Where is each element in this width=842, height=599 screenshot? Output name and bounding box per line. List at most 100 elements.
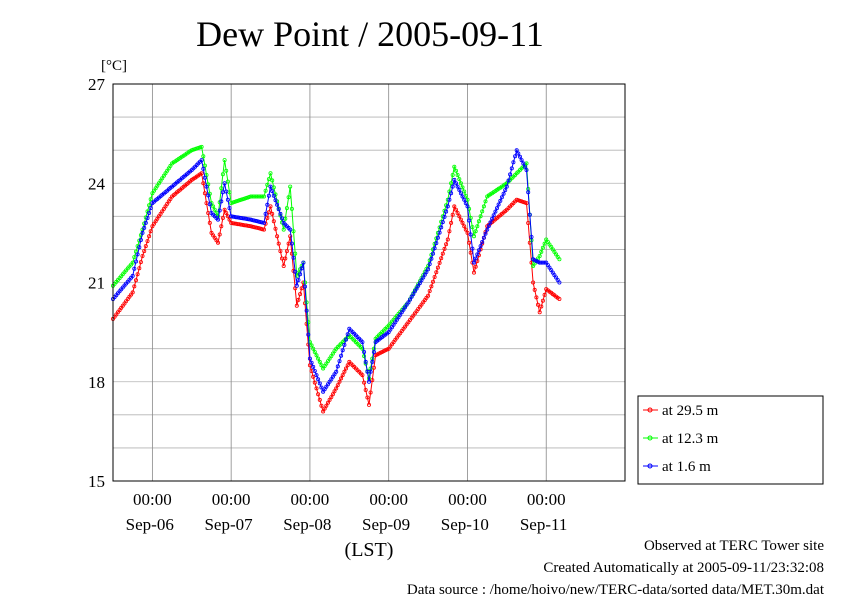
series-point <box>449 191 454 196</box>
series-point <box>478 244 483 249</box>
series-point <box>140 230 145 235</box>
series-point <box>557 280 562 285</box>
series-point <box>429 256 434 261</box>
series-point <box>224 168 229 173</box>
series-point <box>449 220 454 225</box>
series-point <box>453 181 458 186</box>
grid <box>113 84 625 481</box>
series-point <box>491 213 496 218</box>
series-point <box>440 220 445 225</box>
y-tick-label: 18 <box>88 373 105 392</box>
series-point <box>202 163 207 168</box>
series-point <box>314 373 319 378</box>
series-point <box>435 235 440 240</box>
series-point <box>132 266 137 271</box>
series-point <box>291 255 296 260</box>
series-point <box>314 386 319 391</box>
series-point <box>271 219 276 224</box>
series-point <box>467 218 472 223</box>
series-point <box>143 244 148 249</box>
series-point <box>284 249 289 254</box>
series-point <box>368 369 373 374</box>
series-point <box>217 232 222 237</box>
series-point <box>289 241 294 246</box>
legend: at 29.5 m at 12.3 m at 1.6 m <box>637 395 824 485</box>
series-point <box>488 220 493 225</box>
series-point <box>207 202 212 207</box>
series-point <box>202 191 207 196</box>
series-point <box>319 385 324 390</box>
series-point <box>199 171 204 176</box>
series-point <box>518 154 523 159</box>
series-point <box>296 277 301 282</box>
series-point <box>457 177 462 182</box>
series-point <box>473 264 478 269</box>
series-point <box>321 409 326 414</box>
series-point <box>513 154 518 159</box>
series-point <box>437 260 442 265</box>
series-point <box>508 172 513 177</box>
series-point <box>339 376 344 381</box>
series-point <box>339 353 344 358</box>
series-at-1-6-m <box>111 148 562 394</box>
series-point <box>147 210 152 215</box>
series-point <box>370 378 375 383</box>
series-point <box>335 364 340 369</box>
series-point <box>449 181 454 186</box>
series-point <box>212 207 217 212</box>
series-point <box>289 206 294 211</box>
series-point <box>343 366 348 371</box>
series-point <box>215 240 220 245</box>
series-point <box>450 184 455 189</box>
x-tick-label-time: 00:00 <box>291 490 330 509</box>
series-point <box>501 191 506 196</box>
series-point <box>306 332 311 337</box>
series-point <box>145 215 150 220</box>
series-point <box>445 204 450 209</box>
x-tick-label-time: 00:00 <box>527 490 566 509</box>
series-point <box>416 283 421 288</box>
series-point <box>342 369 347 374</box>
series-point <box>539 249 544 254</box>
series-point <box>447 229 452 234</box>
series-point <box>142 225 147 230</box>
series-point <box>363 359 368 364</box>
series-point <box>437 230 442 235</box>
series-point <box>148 229 153 234</box>
series-point <box>219 186 224 191</box>
series-point <box>368 390 373 395</box>
series-point <box>531 280 536 285</box>
series-point <box>430 279 435 284</box>
series-point <box>475 224 480 229</box>
series-point <box>227 217 232 222</box>
series-point <box>324 403 329 408</box>
series-point <box>445 237 450 242</box>
series-point <box>138 260 143 265</box>
series-point <box>343 337 348 342</box>
series-point <box>294 303 299 308</box>
series-point <box>327 397 332 402</box>
plot-frame <box>112 83 626 482</box>
series-point <box>311 364 316 369</box>
series-point <box>281 263 286 268</box>
series-point <box>457 214 462 219</box>
series-point <box>419 278 424 283</box>
series-point <box>275 234 280 239</box>
series-point <box>266 193 271 198</box>
x-axis-label: (LST) <box>345 539 394 561</box>
series-point <box>312 368 317 373</box>
y-axis-label: [°C] <box>101 58 127 74</box>
series-point <box>132 255 137 260</box>
series-point <box>293 251 298 256</box>
series-point <box>471 270 476 275</box>
x-tick-label-time: 00:00 <box>133 490 172 509</box>
series-point <box>527 212 532 217</box>
series-point <box>145 239 150 244</box>
x-axis-ticks: 00:00 Sep-06 00:00 Sep-07 00:00 Sep-08 00:00 Se… <box>126 490 568 534</box>
series-point <box>135 252 140 257</box>
series-point <box>480 209 485 214</box>
series-point <box>240 197 245 202</box>
series-point <box>217 208 222 213</box>
series-point <box>503 188 508 193</box>
series-point <box>362 349 367 354</box>
